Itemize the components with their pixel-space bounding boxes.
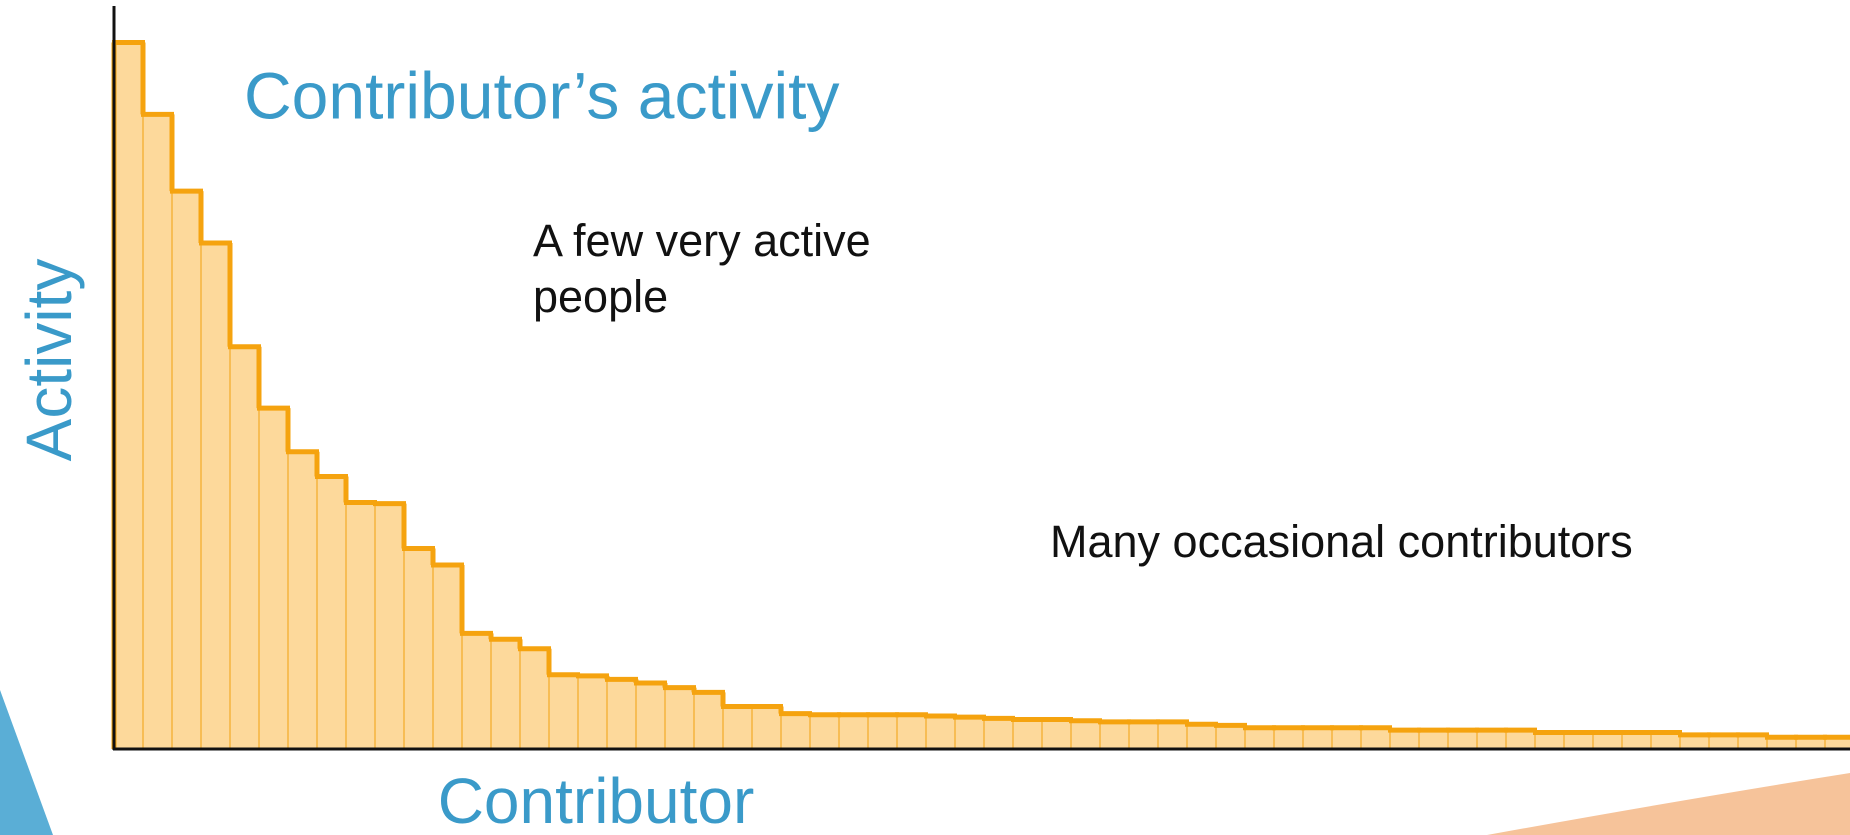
- bar: [171, 190, 202, 751]
- bar: [403, 547, 434, 750]
- bar: [432, 563, 463, 751]
- bar: [577, 674, 608, 750]
- bar: [635, 681, 666, 751]
- bar: [548, 673, 579, 750]
- bar: [1099, 720, 1130, 750]
- bar: [1012, 718, 1043, 751]
- bar: [1070, 719, 1101, 751]
- bar: [1215, 724, 1246, 750]
- bar: [345, 501, 376, 750]
- bar: [983, 717, 1014, 750]
- annotation: A few very active: [533, 215, 871, 266]
- bar: [1041, 718, 1072, 751]
- bar: [1244, 726, 1275, 750]
- bar: [1360, 726, 1391, 750]
- bar: [606, 678, 637, 751]
- bar: [1331, 726, 1362, 750]
- bar: [664, 686, 695, 750]
- bar: [1157, 720, 1188, 750]
- bar: [1186, 723, 1217, 750]
- bar: [461, 632, 492, 751]
- bar: [258, 407, 289, 750]
- bar: [113, 41, 144, 750]
- y-axis-label: Activity: [13, 259, 85, 462]
- bar: [374, 502, 405, 750]
- bar: [896, 713, 927, 750]
- decor-right: [1487, 773, 1850, 835]
- bar: [809, 713, 840, 750]
- bar: [693, 691, 724, 751]
- bar: [1302, 726, 1333, 750]
- bar: [838, 713, 869, 750]
- bar: [925, 714, 956, 750]
- x-axis-label: Contributor: [438, 765, 755, 835]
- bar: [1389, 729, 1420, 751]
- bar: [200, 241, 231, 751]
- annotation: people: [533, 271, 668, 322]
- bar: [751, 705, 782, 750]
- bar: [142, 113, 173, 750]
- bar: [287, 450, 318, 750]
- bar: [954, 716, 985, 751]
- bar: [229, 345, 260, 750]
- bar: [1418, 729, 1449, 751]
- bars: [111, 39, 1850, 751]
- bar: [519, 647, 550, 751]
- annotation: Many occasional contributors: [1050, 516, 1633, 567]
- bar: [490, 638, 521, 751]
- decor-left: [0, 690, 53, 835]
- bar: [722, 705, 753, 750]
- bar: [316, 475, 347, 750]
- bar: [1447, 729, 1478, 751]
- bar: [1476, 729, 1507, 751]
- bar: [867, 713, 898, 750]
- bar: [1273, 726, 1304, 750]
- bar: [1128, 720, 1159, 750]
- bar: [780, 712, 811, 751]
- bar: [1505, 729, 1536, 751]
- chart-title: Contributor’s activity: [244, 58, 839, 132]
